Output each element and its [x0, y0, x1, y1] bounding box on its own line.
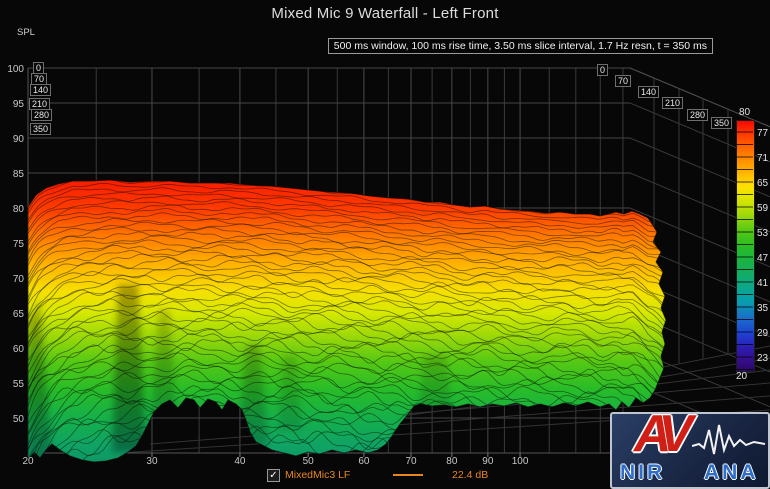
time-tick-label: 280 — [31, 109, 53, 121]
av-nirvana-logo: AV NIR ANA — [610, 412, 770, 489]
colorbar-tick-label: 53 — [757, 227, 769, 239]
time-tick-label: 280 — [687, 109, 709, 121]
time-tick-label: 140 — [30, 84, 52, 96]
colorbar-tick-label: 23 — [757, 352, 769, 364]
spl-tick-label: 95 — [12, 99, 24, 110]
legend-level-value: 22.4 dB — [452, 469, 489, 481]
legend-series-name[interactable]: MixedMic3 LF — [285, 469, 351, 481]
waterfall-surface — [27, 179, 667, 463]
legend-line-swatch — [393, 474, 423, 476]
colorbar-tick-label: 35 — [757, 302, 769, 314]
time-tick-label: 70 — [615, 75, 632, 87]
frequency-tick-label: 70 — [405, 456, 417, 467]
time-tick-label: 210 — [662, 97, 684, 109]
spl-tick-label: 70 — [12, 274, 24, 285]
legend: ✓ MixedMic3 LF 22.4 dB — [0, 467, 770, 483]
spl-tick-label: 100 — [7, 64, 24, 75]
frequency-tick-label: 40 — [234, 456, 246, 467]
frequency-tick-label: 100 — [511, 456, 529, 467]
frequency-tick-label: 80 — [446, 456, 458, 467]
colorbar-bottom-label: 20 — [735, 371, 748, 382]
spl-tick-label: 80 — [12, 204, 24, 215]
chart-title: Mixed Mic 9 Waterfall - Left Front — [271, 5, 499, 22]
colorbar-tick-label: 65 — [757, 177, 769, 189]
measurement-info: 500 ms window, 100 ms rise time, 3.50 ms… — [327, 38, 713, 54]
time-tick-label: 140 — [638, 86, 660, 98]
logo-nir-text: NIR — [620, 461, 666, 484]
colorbar-tick-label: 71 — [757, 152, 769, 164]
logo-ana-text: ANA — [704, 461, 759, 484]
logo-av-text: AV — [634, 412, 693, 463]
time-tick-label: 350 — [711, 117, 733, 129]
colorbar-tick-label: 47 — [757, 252, 769, 264]
colorbar-tick-label: 29 — [757, 327, 769, 339]
spl-tick-label: 90 — [12, 134, 24, 145]
frequency-tick-label: 90 — [482, 456, 494, 467]
frequency-tick-label: 20 — [22, 456, 34, 467]
time-tick-label: 350 — [30, 123, 52, 135]
frequency-tick-label: 60 — [358, 456, 370, 467]
spl-tick-label: 65 — [12, 309, 24, 320]
spl-tick-label: 85 — [12, 169, 24, 180]
waveform-icon — [692, 424, 766, 455]
spl-tick-label: 75 — [12, 239, 24, 250]
colorbar-tick-label: 41 — [757, 277, 769, 289]
legend-checkbox[interactable]: ✓ — [267, 469, 280, 482]
colorbar-segments — [736, 120, 753, 370]
colorbar-tick-label: 59 — [757, 202, 769, 214]
spl-tick-label: 60 — [12, 344, 24, 355]
colorbar-top-label: 80 — [738, 107, 751, 118]
time-tick-label: 0 — [597, 64, 609, 76]
frequency-tick-label: 50 — [302, 456, 314, 467]
colorbar-tick-label: 77 — [757, 127, 769, 139]
frequency-tick-label: 30 — [146, 456, 158, 467]
spl-axis-label: SPL — [17, 27, 35, 38]
spl-tick-label: 55 — [12, 379, 24, 390]
spl-tick-label: 50 — [12, 414, 24, 425]
